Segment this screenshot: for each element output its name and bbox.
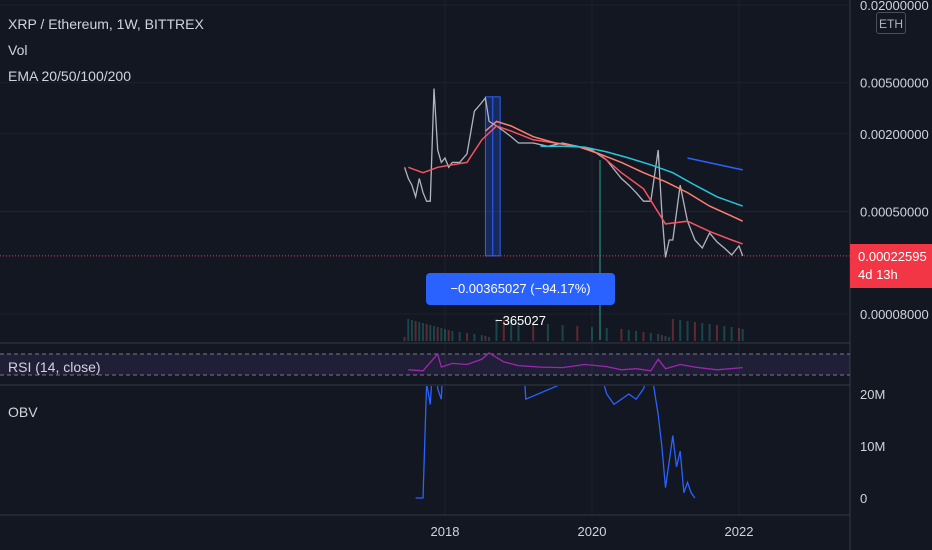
volume-bar [440,328,443,341]
price-tick-label: 0.00008000 [860,307,929,322]
grid-lines [0,0,851,550]
volume-bar [657,334,660,341]
volume-bar [432,326,435,341]
volume-bar [642,332,645,341]
volume-bar [532,323,535,341]
volume-bar [407,319,410,341]
volume-bar [451,331,454,341]
ema-legend[interactable]: EMA 20/50/100/200 [8,68,131,84]
last-price-tag: 0.00022595 4d 13h [850,244,932,288]
obv-panel-lines [415,386,696,499]
volume-bar [738,328,740,341]
volume-bar [620,329,623,341]
volume-bar [649,333,652,341]
volume-bar [741,329,744,341]
obv-tick-label: 10M [860,439,885,454]
volume-bar [436,327,439,341]
volume-bar [561,325,564,341]
volume-bar [627,330,630,341]
ema-lines [408,120,744,245]
volume-bar [517,322,520,341]
currency-badge[interactable]: ETH [876,12,906,34]
price-line [403,88,744,258]
volume-bar [466,333,469,341]
volume-bar [723,326,726,341]
time-tick-label: 2018 [431,524,460,539]
volume-bar [510,321,513,341]
rsi-legend[interactable]: RSI (14, close) [8,359,101,375]
volume-bar [480,335,483,341]
price-tick-label: 0.00200000 [860,127,929,142]
volume-bar [715,325,718,341]
volume-bar [410,320,413,341]
volume-bar [605,328,608,341]
time-tick-label: 2020 [578,524,607,539]
volume-bar [591,327,593,341]
ema-line-1 [484,120,744,222]
price-tick-label: 0.00500000 [860,76,929,91]
bar-countdown: 4d 13h [858,267,898,282]
price-series-line [403,88,744,258]
volume-bar [447,330,450,341]
volume-bars [403,319,744,341]
obv-tick-label: 20M [860,387,885,402]
volume-bar [502,320,505,341]
volume-bar [429,325,432,341]
obv-tick-label: 0 [860,491,867,506]
volume-bar [418,322,421,341]
volume-bar [576,326,579,341]
last-price-value: 0.00022595 [858,249,927,264]
volume-bar [660,335,663,341]
volume-bar [546,324,549,341]
ema-line-3 [687,157,743,171]
price-tick-label: 0.02000000 [860,0,929,13]
volume-bar [425,324,428,341]
volume-bar [421,323,424,341]
volume-bar [484,336,487,341]
rsi-series-line [408,352,743,372]
volume-bar [488,337,491,341]
volume-bar [444,329,446,341]
measure-tooltip: −0.00365027 (−94.17%) −365027 [426,273,615,328]
volume-bar [730,327,733,341]
obv-series-line [415,386,696,499]
price-tick-label: 0.00050000 [860,204,929,219]
volume-bar [414,321,417,341]
volume-legend[interactable]: Vol [8,42,28,58]
measure-range [484,96,601,340]
volume-bar [495,319,498,341]
volume-bar [679,320,682,341]
symbol-title[interactable]: XRP / Ethereum, 1W, BITTREX [8,16,204,32]
volume-bar [403,337,406,341]
volume-bar [708,324,711,341]
volume-bar [671,319,674,341]
rsi-panel-lines [0,352,850,376]
volume-bar [473,334,476,341]
volume-bar [668,337,671,341]
volume-bar [693,322,696,341]
axes: 0.02000000 0.00500000 0.00200000 0.00050000… [431,0,929,539]
volume-bar [686,321,689,341]
time-tick-label: 2022 [725,524,754,539]
volume-bar [635,331,638,341]
obv-legend[interactable]: OBV [8,404,38,420]
ema-line-0 [408,125,743,245]
volume-bar [458,332,461,341]
rsi-band [0,354,850,375]
volume-bar [664,336,667,341]
volume-bar [701,323,704,341]
ema-line-2 [540,145,743,207]
